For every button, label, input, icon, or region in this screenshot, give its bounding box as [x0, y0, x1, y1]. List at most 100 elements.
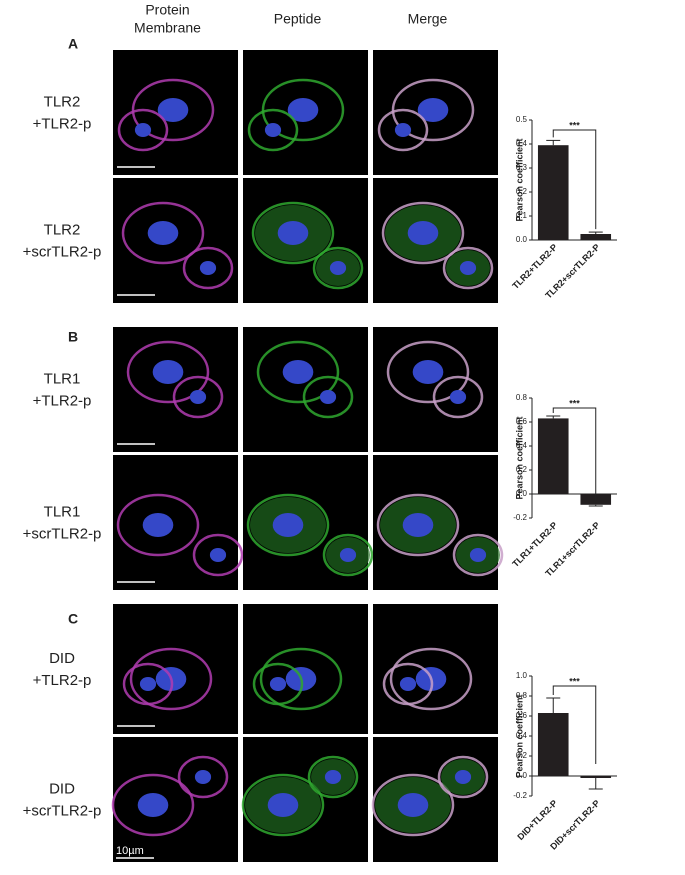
row-label: +TLR2-p [33, 115, 92, 132]
nucleus [324, 770, 342, 784]
nucleus [449, 390, 467, 404]
significance-label: *** [569, 120, 580, 130]
membrane [117, 108, 169, 152]
y-tick-label: 0.0 [516, 235, 528, 244]
y-tick-label: -0.2 [513, 513, 527, 522]
panel-letter: C [68, 611, 78, 627]
nucleus [139, 677, 157, 691]
membrane [256, 340, 340, 404]
row-label: +TLR2-p [33, 672, 92, 689]
membrane [241, 773, 325, 837]
row-label: +scrTLR2-p [23, 802, 102, 819]
row-label: TLR1 [44, 370, 81, 387]
error-bar [546, 697, 561, 713]
nucleus [134, 123, 152, 137]
row-label: TLR2 [44, 93, 81, 110]
column-header: Membrane [134, 20, 201, 36]
membrane [246, 493, 330, 557]
x-tick-label: DID+TLR2-P [515, 798, 559, 842]
nucleus [469, 548, 487, 562]
error-bar [588, 778, 603, 790]
nucleus [287, 98, 319, 122]
membrane [437, 755, 489, 799]
membrane [192, 533, 244, 577]
nucleus [339, 548, 357, 562]
y-tick-label: 0.0 [516, 489, 528, 498]
bar [537, 713, 569, 776]
nucleus [157, 98, 189, 122]
y-tick-label: 0.8 [516, 393, 528, 402]
nucleus [199, 261, 217, 275]
nucleus [397, 793, 429, 817]
y-axis-label: Pearson coefficient [514, 138, 524, 221]
nucleus [459, 261, 477, 275]
nucleus [277, 221, 309, 245]
membrane [129, 647, 213, 711]
nucleus [269, 677, 287, 691]
y-tick-label: 0.0 [516, 771, 528, 780]
significance-bracket [552, 685, 597, 764]
column-header: Merge [408, 11, 448, 27]
error-bar [588, 504, 603, 507]
membrane [389, 647, 473, 711]
membrane [382, 662, 434, 706]
membrane [126, 340, 210, 404]
bar [580, 234, 612, 240]
y-tick-label: 0.5 [516, 115, 528, 124]
error-bar [546, 139, 561, 146]
nucleus [417, 98, 449, 122]
nucleus [272, 513, 304, 537]
nucleus [402, 513, 434, 537]
significance-label: *** [569, 398, 580, 408]
row-label: +scrTLR2-p [23, 243, 102, 260]
y-tick-label: 0.2 [516, 751, 528, 760]
nucleus [454, 770, 472, 784]
membrane [432, 375, 484, 419]
nucleus [147, 221, 179, 245]
error-bar [546, 415, 561, 419]
membrane [111, 773, 195, 837]
y-tick-label: 0.1 [516, 211, 528, 220]
y-axis-label: Pearson coefficient [514, 694, 524, 777]
y-tick-label: 0.6 [516, 417, 528, 426]
nucleus [189, 390, 207, 404]
membrane [312, 246, 364, 290]
nucleus [194, 770, 212, 784]
membrane [386, 340, 470, 404]
bar [580, 776, 612, 778]
row-label: +scrTLR2-p [23, 525, 102, 542]
row-label: +TLR2-p [33, 392, 92, 409]
row-label: TLR2 [44, 221, 81, 238]
membrane [122, 662, 174, 706]
y-tick-label: 0.3 [516, 163, 528, 172]
membrane [131, 78, 215, 142]
y-tick-label: 0.2 [516, 187, 528, 196]
y-tick-label: 0.4 [516, 441, 528, 450]
micrograph [113, 455, 238, 590]
membrane [259, 647, 343, 711]
row-label: DID [49, 650, 75, 667]
significance-label: *** [569, 676, 580, 686]
nucleus [329, 261, 347, 275]
nucleus [394, 123, 412, 137]
membrane [442, 246, 494, 290]
nucleus [142, 513, 174, 537]
nucleus [152, 360, 184, 384]
y-tick-label: 0.4 [516, 139, 528, 148]
bar [537, 145, 569, 240]
y-tick-label: 0.2 [516, 465, 528, 474]
membrane [252, 662, 304, 706]
significance-bracket [552, 407, 597, 501]
membrane [121, 201, 205, 265]
membrane [251, 201, 335, 265]
membrane [307, 755, 359, 799]
micrograph [113, 737, 238, 862]
row-label: DID [49, 780, 75, 797]
membrane [377, 108, 429, 152]
membrane [182, 246, 234, 290]
nucleus [267, 793, 299, 817]
column-header: Peptide [274, 11, 322, 27]
y-tick-label: 1.0 [516, 671, 528, 680]
error-bar [588, 231, 603, 234]
bar [537, 418, 569, 494]
